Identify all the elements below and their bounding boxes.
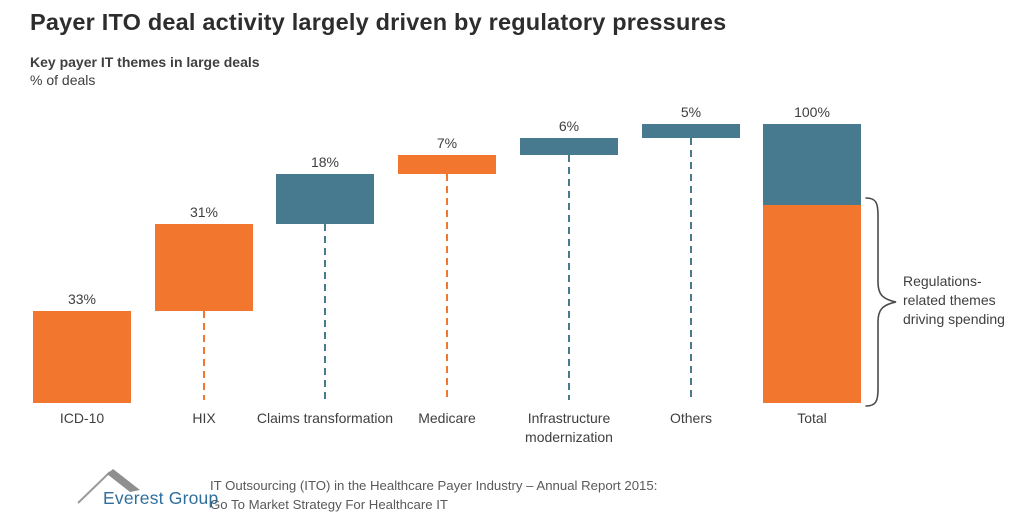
- category-label-hix: HIX: [192, 410, 216, 426]
- value-label-icd-10: 33%: [67, 290, 97, 307]
- connector-dash-others: [690, 137, 692, 400]
- everest-group-logo-text: Everest Group: [103, 488, 219, 508]
- source-line-1: IT Outsourcing (ITO) in the Healthcare P…: [210, 478, 658, 493]
- bar-hix: [155, 224, 253, 311]
- bar-medicare: [398, 154, 496, 175]
- value-label-hix: 31%: [189, 204, 219, 221]
- bar-others: [642, 124, 740, 138]
- bar-claims-transformation: [276, 174, 374, 225]
- bar-total-segment-other: [763, 124, 861, 205]
- connector-dash-medicare: [446, 174, 448, 400]
- bar-total-segment-regulatory: [763, 204, 861, 403]
- annotation-regulations-themes: Regulations-related themes driving spend…: [903, 273, 1005, 327]
- chart-unit-label: % of deals: [30, 72, 96, 88]
- category-label-icd-10: ICD-10: [59, 410, 105, 426]
- connector-dash-hix: [203, 310, 205, 400]
- category-label-medicare: Medicare: [418, 410, 476, 426]
- category-label-others: Others: [669, 410, 712, 426]
- value-label-infrastructure-modernization: 6%: [558, 117, 580, 134]
- page-title: Payer ITO deal activity largely driven b…: [30, 9, 727, 35]
- value-label-medicare: 7%: [436, 134, 458, 151]
- everest-group-logo-icon: [77, 469, 140, 504]
- category-label-claims-transformation: Claims transformation: [256, 410, 394, 426]
- category-label-infrastructure-modernization: Infrastructure modernization: [525, 410, 613, 445]
- category-label-total: Total: [797, 410, 827, 426]
- connector-dash-infrastructure-modernization: [568, 154, 570, 400]
- value-label-others: 5%: [680, 104, 702, 120]
- source-citation: IT Outsourcing (ITO) in the Healthcare P…: [210, 476, 657, 514]
- brace-icon: [865, 197, 897, 407]
- value-label-claims-transformation: 18%: [310, 154, 340, 171]
- chart-subtitle: Key payer IT themes in large deals: [30, 54, 260, 70]
- connector-dash-claims-transformation: [324, 224, 326, 400]
- bar-icd-10: [33, 310, 131, 403]
- source-line-2: Go To Market Strategy For Healthcare IT: [210, 497, 448, 512]
- bar-infrastructure-modernization: [520, 137, 618, 155]
- value-label-total: 100%: [794, 104, 830, 120]
